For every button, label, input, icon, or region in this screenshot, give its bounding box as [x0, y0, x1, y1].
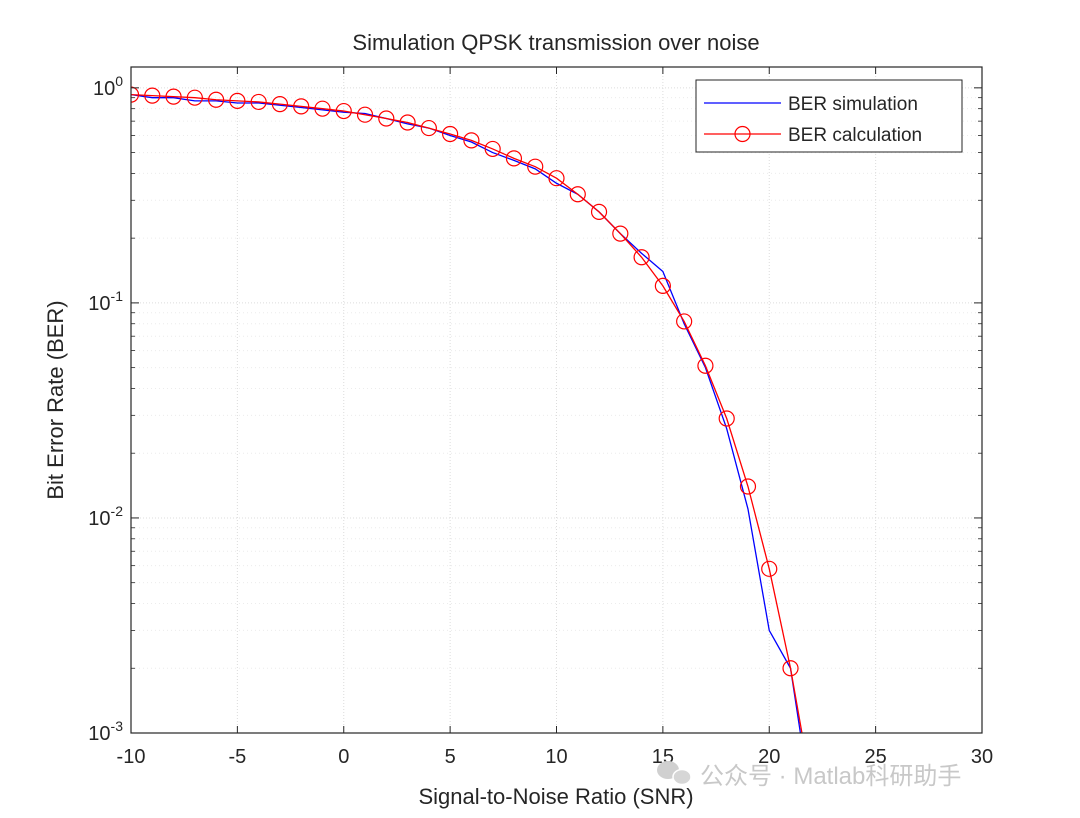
data-point [633, 249, 650, 266]
series-line-calculation [131, 93, 803, 733]
data-point [314, 100, 331, 117]
data-point [590, 203, 608, 220]
data-point [335, 102, 352, 120]
x-tick-label: 25 [865, 746, 887, 768]
x-tick-label: -10 [117, 746, 146, 768]
data-point [697, 357, 714, 374]
data-point [356, 106, 374, 123]
data-point [654, 277, 671, 294]
x-tick-label: 20 [758, 746, 780, 768]
data-point [484, 140, 501, 158]
series-line-simulation [131, 93, 802, 733]
data-point [378, 110, 395, 127]
data-point [569, 186, 586, 203]
data-point [399, 114, 416, 131]
data-point [739, 478, 757, 495]
legend-label-calculation: BER calculation [788, 125, 922, 146]
data-point [144, 87, 161, 104]
chart-title: Simulation QPSK transmission over noise [352, 30, 759, 55]
y-tick-label: 10-2 [88, 503, 123, 530]
y-tick-label: 10-1 [88, 288, 123, 315]
legend-label-simulation: BER simulation [788, 94, 918, 115]
data-point [548, 170, 565, 187]
x-tick-label: 10 [545, 746, 567, 768]
data-point [612, 225, 629, 242]
wechat-icon [657, 761, 692, 786]
data-point [165, 88, 182, 105]
data-point [761, 560, 778, 577]
data-point [505, 150, 523, 167]
data-point [676, 313, 693, 330]
grid [131, 67, 982, 733]
legend-box [695, 79, 963, 153]
data-point [293, 98, 310, 115]
data-point [420, 119, 437, 137]
x-tick-label: 0 [338, 746, 349, 768]
data-point [527, 158, 544, 175]
x-tick-label: 30 [971, 746, 993, 768]
x-axis-label: Signal-to-Noise Ratio (SNR) [418, 784, 693, 809]
y-tick-label: 10-3 [88, 718, 123, 745]
watermark-text: 公众号 · Matlab科研助手 [700, 763, 961, 790]
x-tick-label: 5 [445, 746, 456, 768]
data-point [250, 93, 267, 111]
x-tick-label: -5 [228, 746, 246, 768]
data-point [131, 86, 140, 103]
data-point [271, 96, 289, 113]
data-point [229, 92, 246, 109]
y-tick-label: 100 [93, 73, 123, 100]
data-point [442, 125, 459, 143]
data-point [463, 132, 480, 149]
legend: BER simulation BER calculation [695, 79, 963, 153]
data-point [782, 660, 799, 677]
data-point [718, 410, 735, 427]
data-point [208, 91, 225, 108]
y-axis-label: Bit Error Rate (BER) [43, 300, 68, 499]
watermark: 公众号 · Matlab科研助手 [657, 761, 961, 790]
legend-marker-calculation [734, 125, 751, 143]
series-layer [131, 86, 803, 733]
data-point [186, 89, 203, 106]
